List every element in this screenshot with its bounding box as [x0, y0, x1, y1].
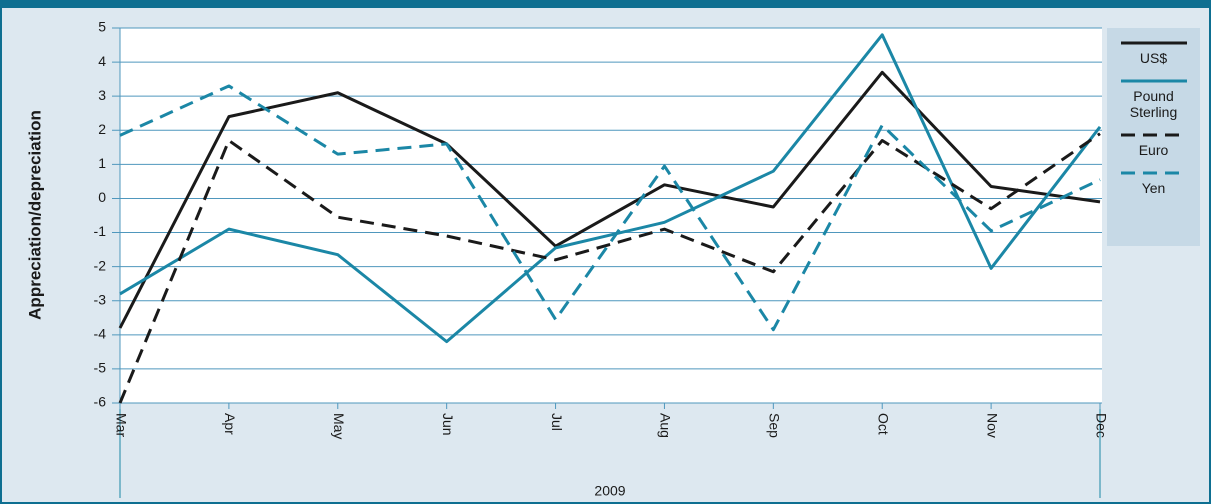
- legend-item: US$: [1107, 40, 1200, 66]
- x-axis-label: 2009: [594, 483, 625, 499]
- title-band: [0, 0, 1211, 8]
- x-tick-label: Sep: [767, 413, 783, 438]
- legend-label: Pound Sterling: [1129, 88, 1178, 120]
- legend: US$ Pound Sterling Euro Yen: [1107, 28, 1200, 246]
- legend-label: Yen: [1141, 180, 1166, 196]
- y-tick-label: -1: [94, 223, 107, 239]
- x-tick-label: Aug: [658, 413, 674, 438]
- x-tick-label: Jun: [440, 413, 456, 436]
- y-tick-label: -4: [94, 326, 107, 342]
- legend-item: Pound Sterling: [1107, 78, 1200, 120]
- series-line: [119, 33, 1102, 344]
- x-tick-label: Apr: [222, 413, 238, 435]
- series-line: [118, 132, 1101, 404]
- x-tick-label: Dec: [1093, 413, 1109, 438]
- y-axis-label: Appreciation/depreciation: [25, 110, 44, 320]
- y-tick-label: 3: [98, 87, 106, 103]
- legend-label: Euro: [1138, 142, 1169, 158]
- x-tick-label: May: [331, 413, 347, 439]
- y-tick-label: -6: [94, 394, 107, 410]
- legend-item: Yen: [1107, 170, 1200, 196]
- y-tick-label: 4: [98, 53, 106, 69]
- legend-swatch: [1120, 133, 1187, 137]
- legend-item: Euro: [1107, 132, 1200, 158]
- legend-swatch: [1120, 41, 1187, 45]
- series-line: [119, 84, 1101, 332]
- y-tick-label: -2: [94, 257, 107, 273]
- y-tick-label: 0: [98, 189, 106, 205]
- x-tick-label: Oct: [876, 413, 892, 435]
- y-tick-label: 2: [98, 121, 106, 137]
- y-tick-label: 1: [98, 155, 106, 171]
- x-tick-label: Nov: [984, 413, 1000, 438]
- y-tick-label: -5: [94, 360, 107, 376]
- x-tick-label: Jul: [549, 413, 565, 431]
- legend-label: US$: [1139, 50, 1168, 66]
- series-line: [118, 70, 1101, 329]
- x-tick-label: Mar: [113, 413, 129, 437]
- legend-swatch: [1120, 171, 1187, 175]
- legend-swatch: [1120, 79, 1187, 83]
- y-tick-label: 5: [98, 19, 106, 35]
- y-tick-label: -3: [94, 291, 107, 307]
